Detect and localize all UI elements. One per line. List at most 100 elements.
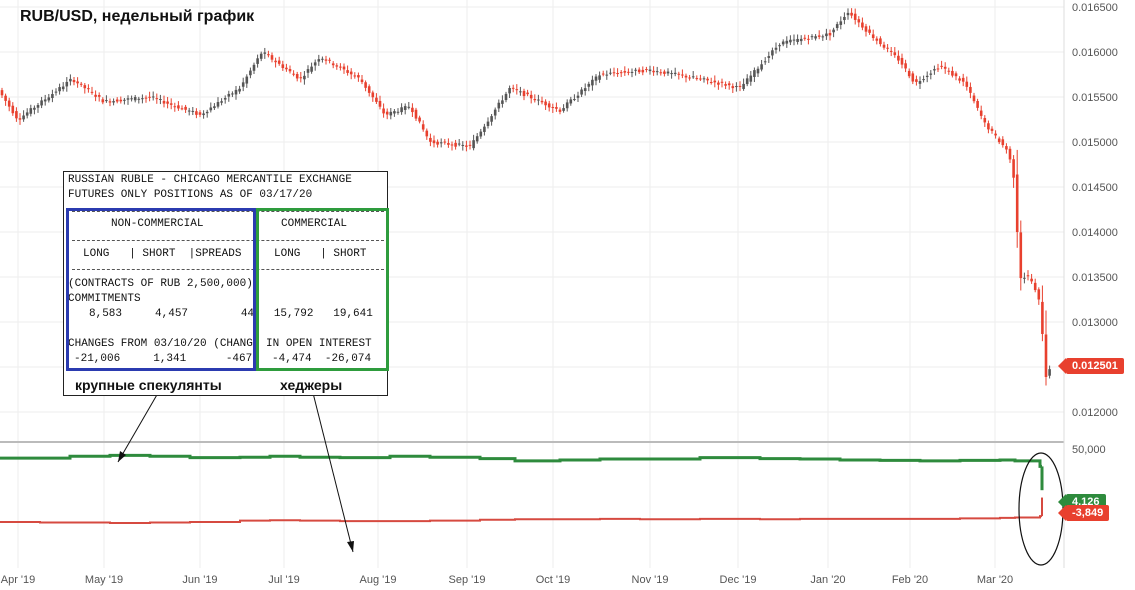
candle-body <box>515 89 519 91</box>
candle-body <box>753 70 756 77</box>
commercial-frame <box>256 208 389 371</box>
candle-body <box>522 90 526 97</box>
candle-body <box>0 90 4 96</box>
noncommercial-column-headers: LONG | SHORT |SPREADS <box>83 248 242 260</box>
candle-body <box>328 59 331 61</box>
candle-body <box>130 98 133 100</box>
candle-body <box>169 103 173 105</box>
candle-body <box>857 19 861 23</box>
candle-body <box>565 102 569 109</box>
candle-body <box>731 86 735 89</box>
candle-body <box>465 145 468 147</box>
candle-body <box>306 69 310 73</box>
candle-body <box>54 91 58 93</box>
candle-body <box>727 83 731 86</box>
candle-body <box>270 55 274 60</box>
candle-body <box>231 93 234 95</box>
x-tick-label: Jun '19 <box>182 574 217 586</box>
candle-body <box>573 99 576 101</box>
candle-body <box>267 54 270 56</box>
price-tick-label: 0.013000 <box>1072 317 1118 329</box>
candle-body <box>151 96 155 98</box>
candle-body <box>227 93 231 97</box>
candle-body <box>184 106 187 110</box>
candle-body <box>918 81 922 84</box>
candle-body <box>871 34 875 39</box>
x-tick-label: Sep '19 <box>449 574 486 586</box>
candle-body <box>864 26 868 32</box>
candle-body <box>173 106 177 108</box>
candle-body <box>547 103 551 108</box>
noncommercial-badge-arrow <box>1058 505 1066 521</box>
candle-body <box>252 64 256 71</box>
candle-body <box>850 12 853 16</box>
candle-body <box>364 82 367 88</box>
candle-body <box>274 60 277 63</box>
candle-body <box>961 77 965 82</box>
candle-body <box>1012 159 1015 178</box>
candle-body <box>540 100 544 103</box>
cot-divider <box>72 240 384 241</box>
candle-body <box>724 84 727 86</box>
candle-body <box>425 130 429 137</box>
candle-body <box>691 76 695 78</box>
hedgers-pointer-line <box>312 392 354 553</box>
x-tick-label: Apr '19 <box>1 574 36 586</box>
candle-body <box>652 70 655 73</box>
speculators-pointer-line <box>117 392 159 463</box>
candle-body <box>40 100 43 106</box>
candle-body <box>421 124 425 130</box>
candle-body <box>835 24 839 29</box>
candle-body <box>882 44 886 48</box>
commitments-label: COMMITMENTS <box>68 293 141 305</box>
candle-body <box>709 82 713 84</box>
candle-body <box>378 100 382 107</box>
hedgers-caption: хеджеры <box>280 377 343 393</box>
candle-body <box>954 73 958 77</box>
candle-body <box>760 64 763 70</box>
candle-body <box>825 33 828 37</box>
contracts-unit-line: (CONTRACTS OF RUB 2,500,000) <box>68 278 253 290</box>
candle-body <box>342 66 346 70</box>
candle-body <box>663 71 666 74</box>
candle-body <box>702 78 706 80</box>
price-tick-label: 0.013500 <box>1072 272 1118 284</box>
candle-body <box>504 93 508 101</box>
price-tick-label: 0.012000 <box>1072 407 1118 419</box>
candle-body <box>457 143 461 145</box>
candle-body <box>313 62 317 66</box>
candle-body <box>335 65 339 67</box>
x-tick-label: Nov '19 <box>632 574 669 586</box>
candle-body <box>432 140 436 144</box>
candle-body <box>159 98 162 100</box>
candle-body <box>15 111 18 119</box>
candle-body <box>389 111 393 116</box>
candle-body <box>630 71 634 73</box>
candle-body <box>155 98 159 100</box>
x-tick-label: Mar '20 <box>977 574 1013 586</box>
cot-divider <box>72 269 384 270</box>
candle-body <box>969 86 972 93</box>
candle-body <box>583 88 587 92</box>
candle-body <box>241 82 245 87</box>
candle-body <box>501 100 504 104</box>
price-tick-label: 0.015500 <box>1072 92 1118 104</box>
candle-body <box>623 71 627 73</box>
x-tick-label: Feb '20 <box>892 574 928 586</box>
candle-body <box>972 95 976 102</box>
candle-body <box>245 76 249 84</box>
candle-body <box>900 57 904 65</box>
candle-body <box>627 71 630 73</box>
candle-body <box>508 88 511 94</box>
candle-body <box>655 71 659 73</box>
candle-body <box>119 99 123 102</box>
candle-body <box>763 61 767 63</box>
cot-header-line-2: FUTURES ONLY POSITIONS AS OF 03/17/20 <box>68 189 313 201</box>
cot-header-line-1: RUSSIAN RUBLE - CHICAGO MERCANTILE EXCHA… <box>68 174 352 186</box>
candle-body <box>58 87 61 92</box>
candle-body <box>659 72 663 74</box>
changes-label: CHANGES FROM 03/10/20 (CHANGE IN OPEN IN… <box>68 338 372 350</box>
candle-body <box>331 63 335 66</box>
candle-body <box>396 111 400 113</box>
price-badge-arrow <box>1058 358 1066 374</box>
